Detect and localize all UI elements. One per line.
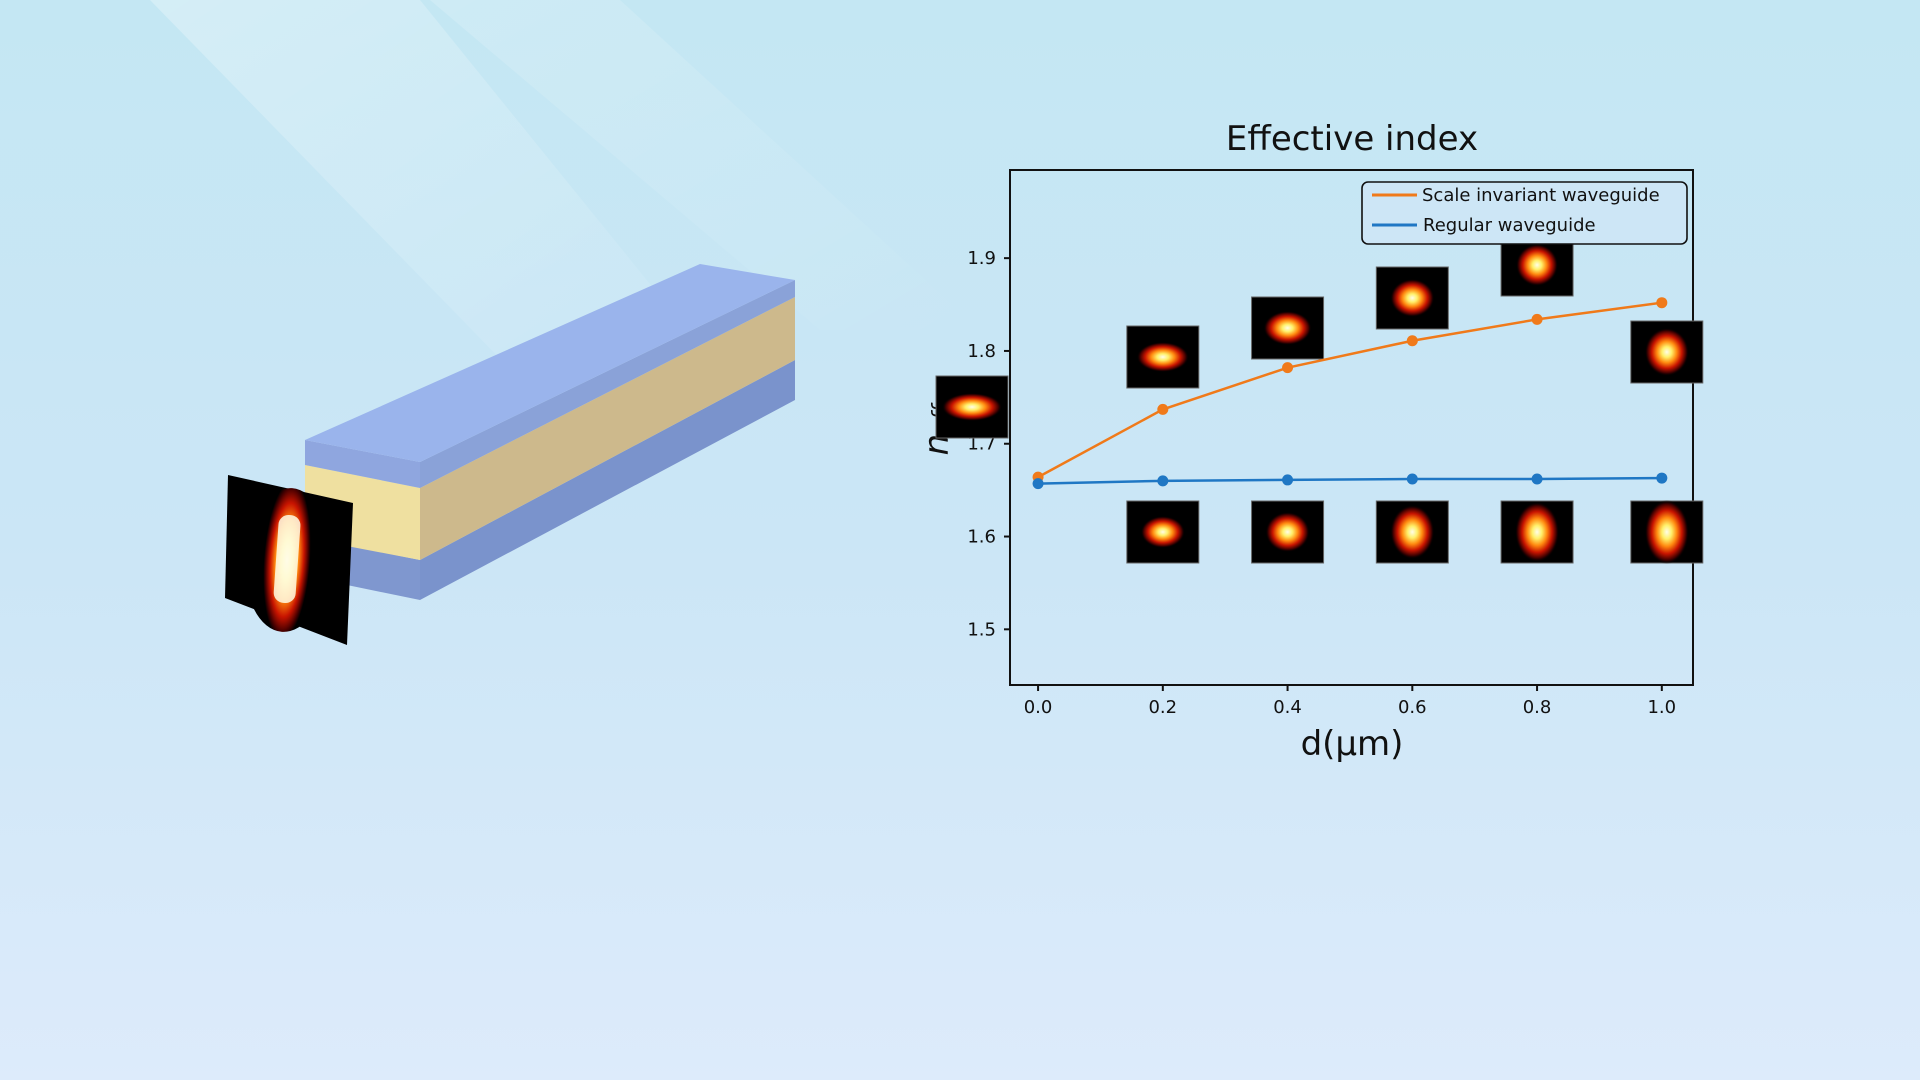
top-cladding-front xyxy=(305,440,420,488)
bottom-cladding-front xyxy=(347,545,420,600)
mode-inset-regular xyxy=(1500,500,1574,564)
inset-mode-spot xyxy=(1263,311,1312,345)
data-point xyxy=(1282,474,1294,486)
data-point xyxy=(1157,475,1169,487)
chart-title: Effective index xyxy=(1226,119,1478,159)
mode-inset-regular xyxy=(1126,500,1200,564)
top-cladding-top xyxy=(305,264,795,462)
y-axis: 1.5 1.6 1.7 1.8 1.9 xyxy=(967,248,1010,640)
inset-mode-spot xyxy=(1515,502,1560,562)
inset-mode-spot xyxy=(1390,505,1435,559)
inset-mode-spot xyxy=(1516,244,1559,286)
legend-label-scale-invariant: Scale invariant waveguide xyxy=(1422,185,1660,206)
data-point xyxy=(1406,473,1418,485)
mode-profile-core xyxy=(273,515,301,603)
mode-inset-regular xyxy=(1630,500,1704,564)
legend-label-regular: Regular waveguide xyxy=(1423,215,1596,236)
data-point xyxy=(1531,313,1543,325)
mode-inset-regular xyxy=(1375,500,1449,564)
data-point xyxy=(1406,335,1418,347)
data-point xyxy=(1032,478,1044,490)
y-tick-label: 1.6 xyxy=(967,527,996,548)
data-point xyxy=(1531,473,1543,485)
y-tick-label: 1.9 xyxy=(967,248,996,269)
x-tick-label: 0.8 xyxy=(1523,697,1552,718)
x-tick-label: 0.6 xyxy=(1398,697,1427,718)
mode-inset-scale-invariant xyxy=(935,375,1009,439)
inset-mode-spot xyxy=(1390,279,1435,317)
waveguide-illustration xyxy=(225,264,795,645)
legend: Scale invariant waveguide Regular wavegu… xyxy=(1361,181,1688,245)
x-axis: 0.0 0.2 0.4 0.6 0.8 1.0 xyxy=(1024,685,1676,718)
inset-mode-spot xyxy=(1265,512,1310,552)
x-axis-label: d(μm) xyxy=(1301,724,1404,764)
data-point xyxy=(1656,297,1668,309)
effective-index-chart: Effective index 1.51.61.71.81.9 0.0 0.2 0.… xyxy=(917,119,1704,764)
bottom-cladding-side xyxy=(420,360,795,600)
x-tick-label: 1.0 xyxy=(1647,697,1676,718)
core-side xyxy=(420,297,795,560)
y-tick-label: 1.7 xyxy=(967,434,996,455)
mode-insets xyxy=(935,233,1704,564)
mode-inset-scale-invariant xyxy=(1251,296,1325,360)
inset-mode-spot xyxy=(1644,328,1689,376)
top-cladding-side xyxy=(420,280,795,488)
mode-inset-scale-invariant xyxy=(1126,325,1200,389)
data-point xyxy=(1282,362,1294,374)
plot-frame xyxy=(1009,169,1694,686)
x-tick-label: 0.4 xyxy=(1273,697,1302,718)
x-tick-label: 0.0 xyxy=(1024,697,1053,718)
x-tick-label: 0.2 xyxy=(1148,697,1177,718)
inset-mode-spot xyxy=(1644,500,1689,564)
inset-mode-spot xyxy=(1136,342,1189,372)
mode-inset-regular xyxy=(1251,500,1325,564)
series-line xyxy=(1038,476,1662,485)
mode-inset-scale-invariant xyxy=(1375,266,1449,330)
data-point xyxy=(1656,472,1668,484)
series-layer xyxy=(1032,297,1668,490)
inset-mode-spot xyxy=(1140,516,1185,548)
y-tick-label: 1.5 xyxy=(967,619,996,640)
series-line xyxy=(1037,301,1662,479)
legend-box xyxy=(1361,181,1688,245)
y-tick-label: 1.8 xyxy=(967,341,996,362)
y-axis-label-main: n xyxy=(917,434,957,456)
mode-inset-scale-invariant xyxy=(1630,320,1704,384)
data-point xyxy=(1157,403,1169,415)
inset-mode-spot xyxy=(942,393,1002,421)
